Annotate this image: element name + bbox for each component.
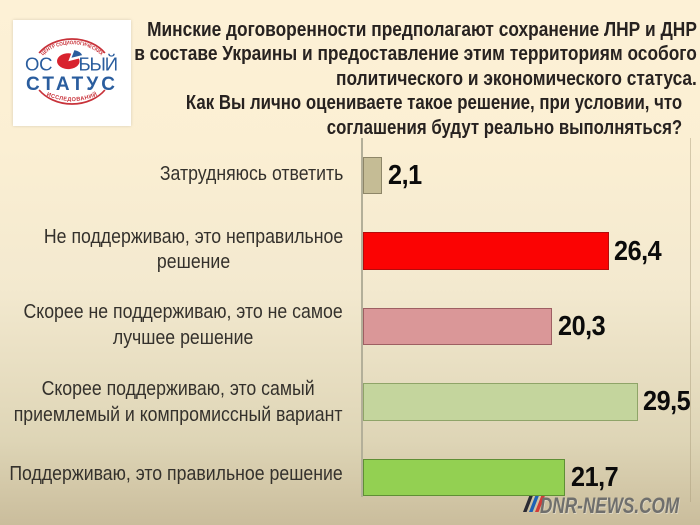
svg-text:ОС: ОС [25,54,53,75]
svg-text:СТАТУС: СТАТУС [26,74,115,95]
svg-text:БЫЙ: БЫЙ [79,54,119,75]
